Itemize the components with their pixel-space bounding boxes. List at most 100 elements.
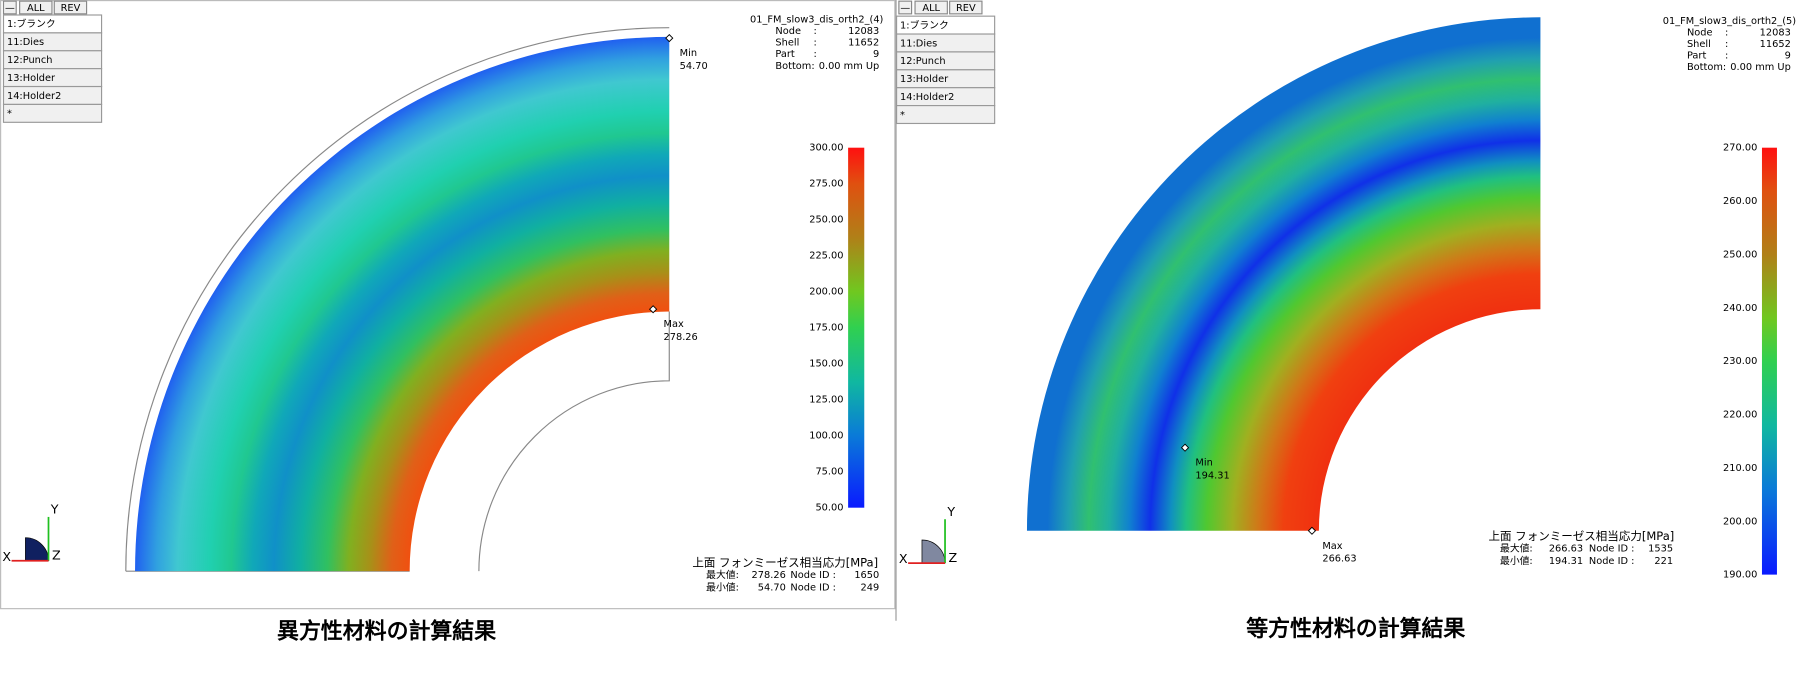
part-label[interactable]: 13:Holder	[900, 74, 949, 85]
toolbar-button[interactable]	[949, 0, 983, 15]
part-label[interactable]: 11:Dies	[900, 38, 937, 49]
stat-label: 最小値:	[1500, 554, 1533, 567]
legend-tick-label: 150.00	[809, 359, 843, 370]
toolbar-button-label[interactable]: —	[5, 3, 15, 14]
min-marker	[665, 33, 674, 43]
toolbar-button[interactable]	[2, 0, 17, 15]
stat-value: 54.70	[758, 582, 786, 593]
stat-id: 221	[1654, 556, 1673, 567]
file-name: 01_FM_slow3_dis_orth2_(5)	[1663, 16, 1796, 27]
legend-tick-label: 250.00	[1723, 249, 1757, 260]
part-label[interactable]: 13:Holder	[7, 73, 56, 84]
info-label: Shell	[775, 38, 799, 49]
legend-tick-label: 125.00	[809, 395, 843, 406]
result-title: 上面 フォンミーゼス相当応力[MPa]	[1489, 529, 1675, 543]
die-outline	[125, 27, 670, 572]
legend-tick-label: 250.00	[809, 215, 843, 226]
caption: 等方性材料の計算結果	[1246, 616, 1465, 642]
info-value: 0.00 mm Up	[1730, 62, 1791, 73]
legend-tick-label: 260.00	[1723, 196, 1757, 207]
info-label: Shell	[1687, 39, 1711, 50]
info-value: 9	[1785, 50, 1791, 61]
min-value: 194.31	[1195, 470, 1229, 481]
toolbar-button[interactable]	[19, 0, 53, 15]
stat-label: 最大値:	[1500, 542, 1533, 555]
part-row[interactable]	[2, 103, 103, 123]
info-sep: :	[1725, 27, 1728, 38]
max-value: 266.63	[1322, 553, 1356, 564]
legend-tick-label: 200.00	[809, 287, 843, 298]
legend-tick-label: 75.00	[815, 467, 843, 478]
legend-tick-label: 50.00	[815, 503, 843, 514]
toolbar-button[interactable]	[898, 0, 913, 15]
stat-label: 最大値:	[706, 568, 739, 581]
max-label: Max	[1322, 541, 1342, 552]
legend-tick-label: 175.00	[809, 323, 843, 334]
info-value: 9	[873, 49, 879, 60]
axis-z-label: Z	[949, 550, 958, 565]
part-label[interactable]: *	[7, 109, 12, 120]
legend-tick-label: 100.00	[809, 431, 843, 442]
stat-id-label: Node ID :	[1589, 544, 1635, 555]
info-value: 0.00 mm Up	[819, 61, 880, 72]
info-label: Part	[1687, 50, 1706, 61]
legend-tick-label: 220.00	[1723, 410, 1757, 421]
info-label: Bottom:	[1687, 62, 1726, 73]
stat-id-label: Node ID :	[1589, 556, 1635, 567]
toolbar-button[interactable]	[914, 0, 948, 15]
max-label: Max	[664, 319, 684, 330]
legend-tick-label: 230.00	[1723, 356, 1757, 367]
info-sep: :	[1725, 39, 1728, 50]
result-title: 上面 フォンミーゼス相当応力[MPa]	[692, 556, 878, 570]
part-label[interactable]: 1:ブランク	[7, 17, 56, 30]
stat-id: 249	[861, 582, 880, 593]
info-sep: :	[814, 49, 817, 60]
axis-x-label: X	[2, 549, 11, 564]
triad-quadrant	[921, 539, 946, 564]
min-label: Min	[1195, 458, 1212, 469]
toolbar-button-label[interactable]: REV	[61, 3, 81, 14]
axis-y-label: Y	[946, 504, 955, 519]
part-label[interactable]: 1:ブランク	[900, 18, 949, 31]
stat-value: 278.26	[752, 570, 786, 581]
part-label[interactable]: 14:Holder2	[7, 91, 61, 102]
toolbar-button-label[interactable]: ALL	[27, 3, 45, 14]
stat-id: 1535	[1648, 544, 1673, 555]
toolbar-button-label[interactable]: REV	[956, 3, 976, 14]
part-label[interactable]: 11:Dies	[7, 37, 44, 48]
max-value: 278.26	[664, 332, 698, 343]
min-marker	[1180, 443, 1190, 452]
toolbar-button[interactable]	[53, 0, 88, 15]
part-label[interactable]: 14:Holder2	[900, 92, 954, 103]
stat-id: 1650	[854, 570, 879, 581]
viewer-panel: — ALL REV 1:ブランク 11:Dies 12:Punch 13:Holder 14:…	[2, 0, 883, 644]
toolbar-button-label[interactable]: —	[900, 3, 910, 14]
triad-quadrant	[25, 537, 49, 562]
info-value: 12083	[1760, 27, 1791, 38]
legend-tick-label: 240.00	[1723, 303, 1757, 314]
color-legend-bar	[1761, 147, 1777, 575]
info-label: Part	[775, 49, 794, 60]
legend-tick-label: 270.00	[1723, 143, 1757, 154]
legend-tick-label: 190.00	[1723, 570, 1757, 581]
stat-value: 194.31	[1549, 556, 1583, 567]
part-label[interactable]: 12:Punch	[7, 55, 53, 66]
stat-value: 266.63	[1549, 544, 1583, 555]
part-label[interactable]: *	[900, 110, 905, 121]
info-label: Node	[775, 26, 801, 37]
stress-contour	[1026, 17, 1541, 531]
axis-z-label: Z	[52, 548, 61, 563]
info-value: 11652	[1760, 39, 1791, 50]
min-label: Min	[680, 48, 697, 59]
file-name: 01_FM_slow3_dis_orth2_(4)	[750, 15, 883, 26]
info-value: 12083	[848, 26, 879, 37]
legend-tick-label: 210.00	[1723, 463, 1757, 474]
part-label[interactable]: 12:Punch	[900, 56, 946, 67]
left-viewport	[0, 0, 896, 610]
info-value: 11652	[848, 38, 879, 49]
info-sep: :	[814, 26, 817, 37]
part-row[interactable]	[896, 104, 996, 125]
toolbar-button-label[interactable]: ALL	[922, 3, 940, 14]
legend-tick-label: 225.00	[809, 251, 843, 262]
info-sep: :	[1725, 50, 1728, 61]
